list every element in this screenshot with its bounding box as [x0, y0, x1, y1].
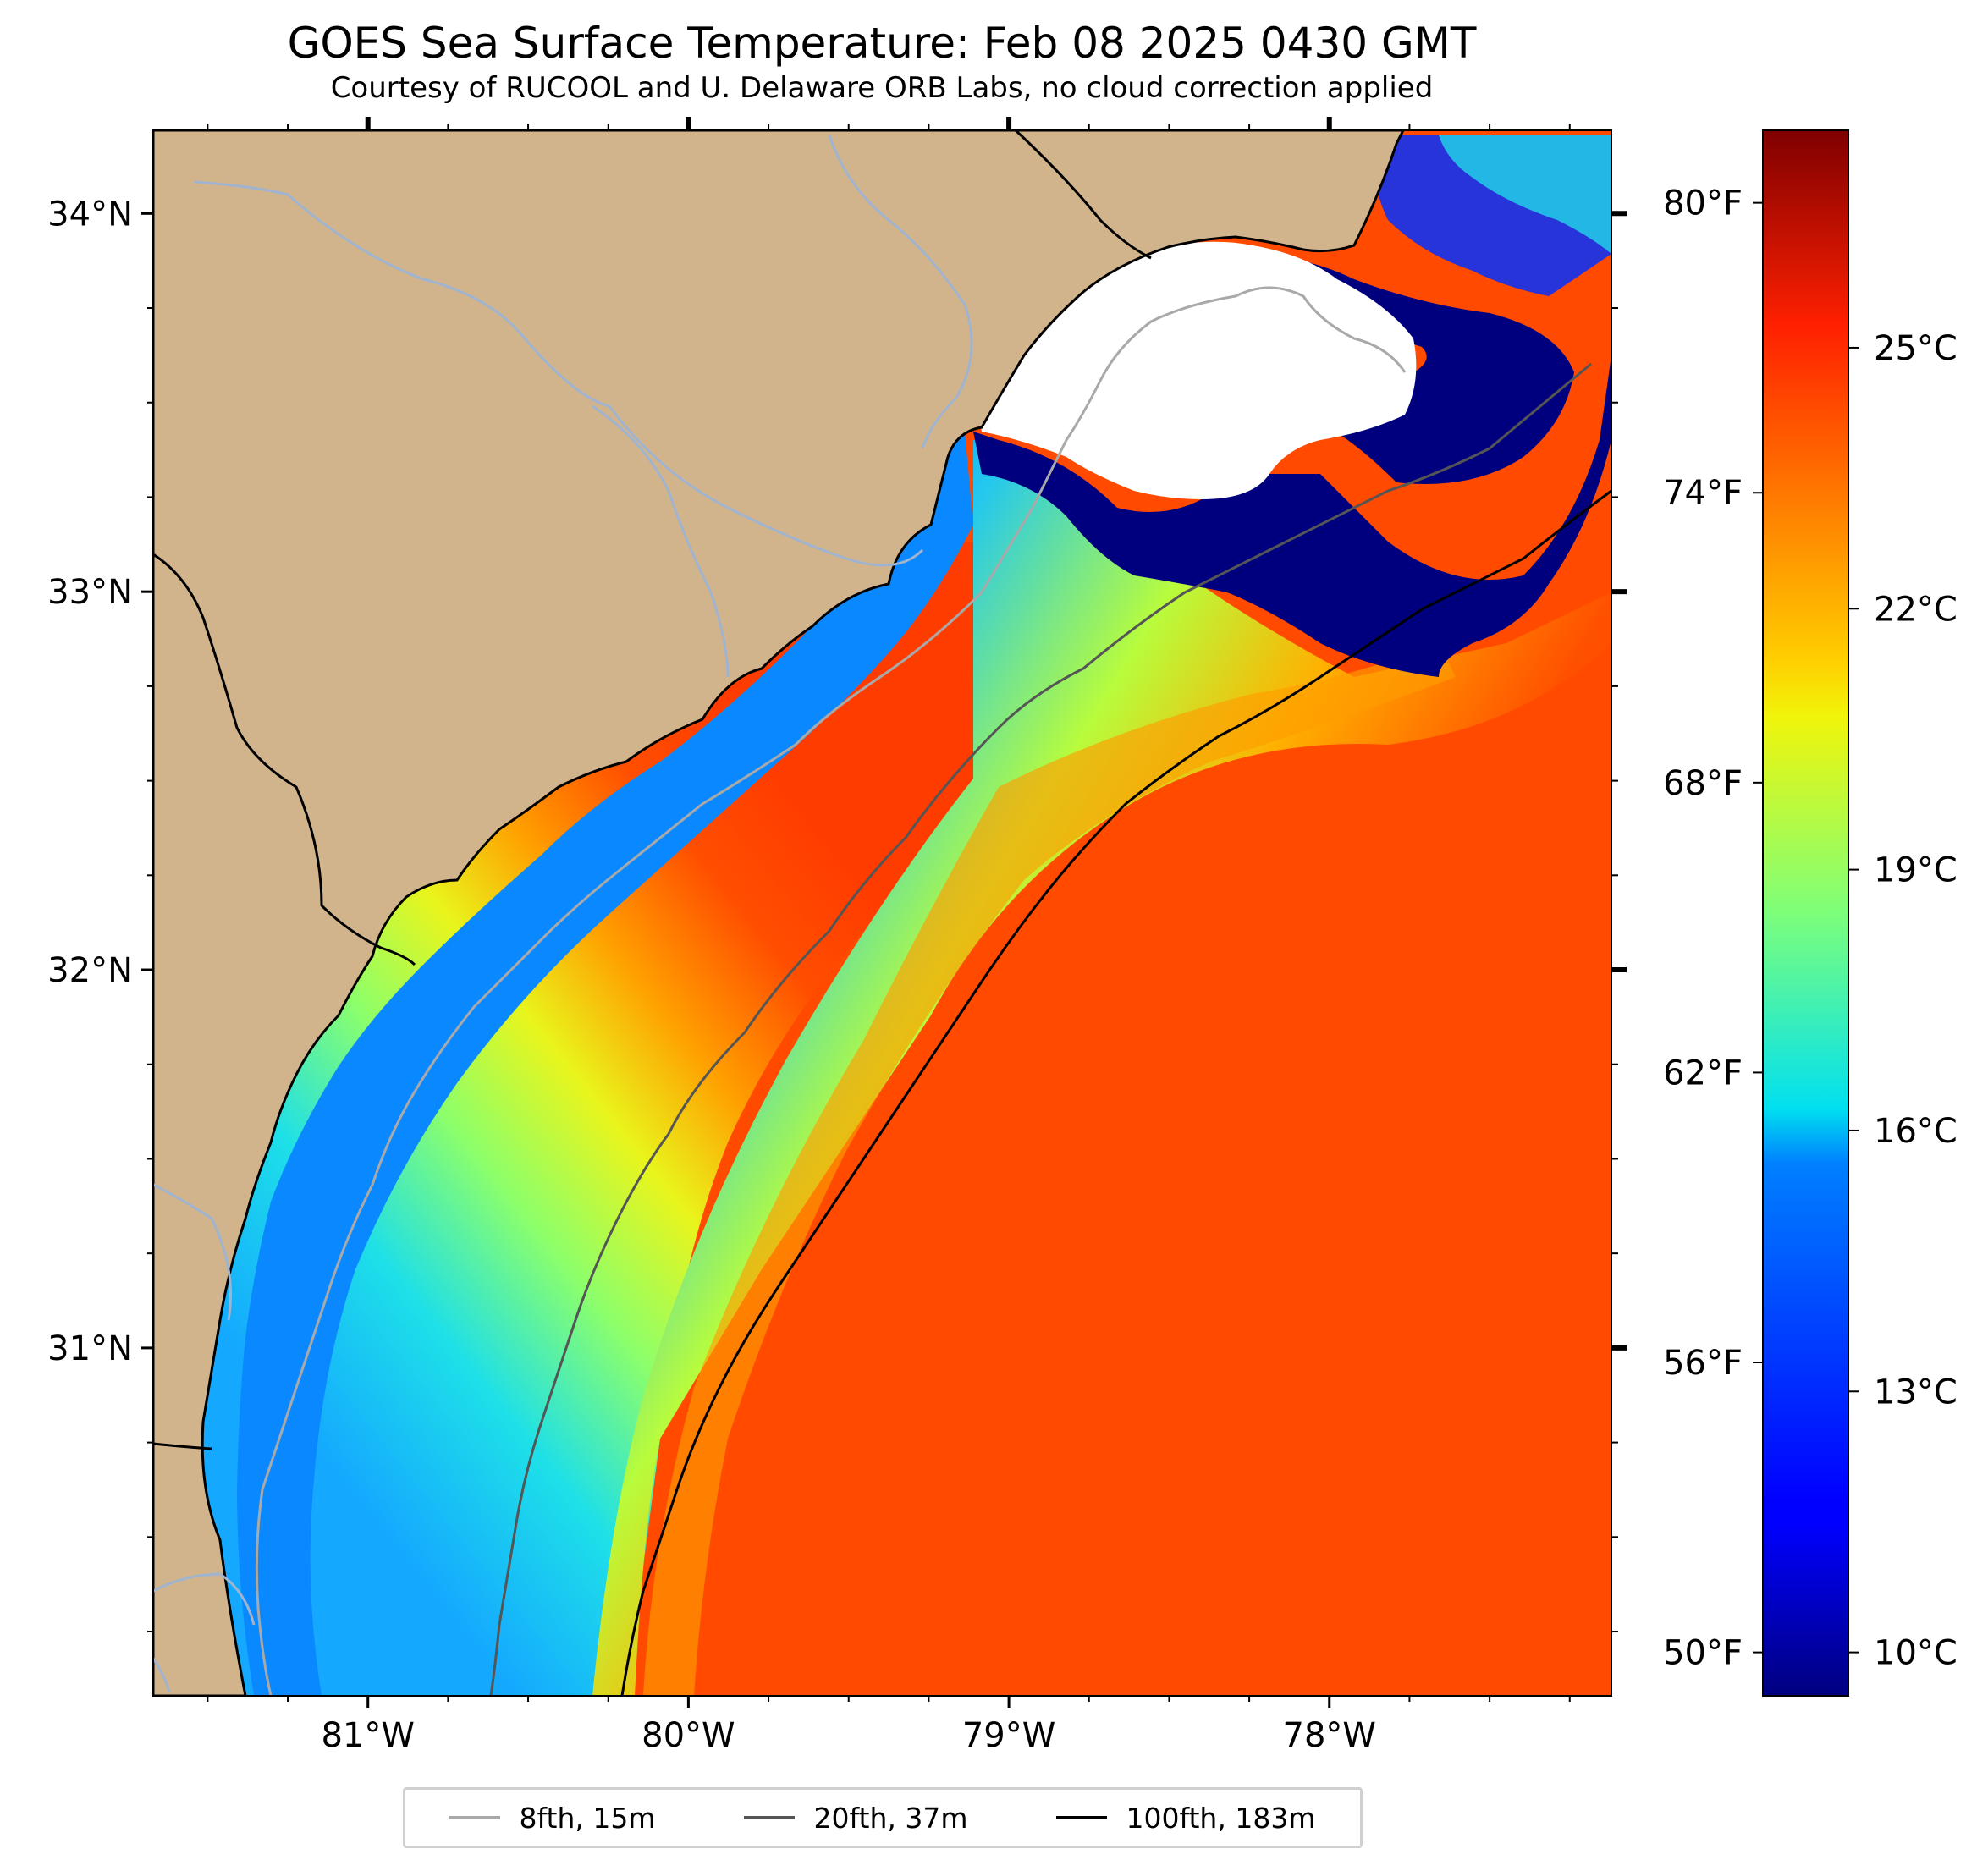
celsius-tick-label: 22°C: [1874, 590, 1958, 629]
minor-ticks: [147, 124, 1618, 1702]
contour-8fth: [255, 286, 1407, 1696]
northeast-cyan-water: [1439, 135, 1611, 254]
lat-tick-label: 33°N: [47, 573, 133, 612]
colorbar-celsius-ticks: 25°C 22°C 19°C 16°C 13°C 10°C: [1848, 329, 1958, 1673]
map-area: [153, 130, 1611, 1696]
celsius-tick-label: 25°C: [1874, 329, 1958, 368]
legend-label-8fth: 8fth, 15m: [519, 1801, 656, 1835]
celsius-tick-label: 13°C: [1874, 1373, 1958, 1412]
fahrenheit-tick-label: 74°F: [1663, 474, 1743, 513]
lon-tick-label: 79°W: [962, 1716, 1055, 1755]
lat-tick-label: 34°N: [47, 195, 133, 234]
lat-tick-label: 32°N: [47, 951, 133, 990]
no-data-region: [979, 241, 1417, 499]
lon-tick-label: 78°W: [1283, 1716, 1376, 1755]
legend-item-100fth: 100fth, 183m: [1056, 1802, 1315, 1835]
fahrenheit-tick-label: 50°F: [1663, 1634, 1743, 1673]
colorbar: 25°C 22°C 19°C 16°C 13°C 10°C 80°F 74°F 68°F 62°…: [1663, 129, 1958, 1697]
contour-100fth: [620, 489, 1611, 1696]
legend-item-8fth: 8fth, 15m: [449, 1801, 656, 1835]
latitude-ticks: 34°N 33°N 32°N 31°N: [47, 195, 1627, 1368]
celsius-tick-label: 16°C: [1874, 1112, 1958, 1151]
colorbar-fahrenheit-ticks: 80°F 74°F 68°F 62°F 56°F 50°F: [1663, 184, 1763, 1673]
map-subtitle: Courtesy of RUCOOL and U. Delaware ORB L…: [331, 71, 1434, 105]
colorbar-gradient: [1762, 129, 1849, 1697]
rivers: [153, 135, 973, 1693]
celsius-tick-label: 19°C: [1874, 851, 1958, 890]
outer-shelf-band: [643, 643, 1456, 1696]
state-borders: [153, 130, 1152, 1450]
longitude-ticks: 81°W 80°W 79°W 78°W: [321, 117, 1376, 1755]
map-frame: [152, 129, 1612, 1697]
lat-tick-label: 31°N: [47, 1329, 133, 1368]
lon-tick-label: 81°W: [321, 1716, 414, 1755]
fahrenheit-tick-label: 68°F: [1663, 764, 1743, 803]
map-title: GOES Sea Surface Temperature: Feb 08 202…: [288, 19, 1477, 68]
land-mass: [153, 130, 1405, 1696]
contour-legend: 8fth, 15m 20fth, 37m 100fth, 183m: [403, 1787, 1363, 1848]
legend-swatch-20fth: [744, 1816, 796, 1819]
legend-swatch-100fth: [1056, 1816, 1108, 1819]
fahrenheit-tick-label: 80°F: [1663, 184, 1743, 223]
shelf-water-north: [592, 440, 1611, 1696]
fahrenheit-tick-label: 62°F: [1663, 1054, 1743, 1092]
lon-tick-label: 80°W: [642, 1716, 735, 1755]
contour-20fth: [489, 362, 1592, 1696]
legend-swatch-8fth: [449, 1816, 501, 1819]
legend-label-20fth: 20fth, 37m: [813, 1801, 968, 1835]
celsius-tick-label: 10°C: [1874, 1634, 1958, 1673]
legend-label-100fth: 100fth, 183m: [1126, 1801, 1316, 1835]
cold-plume-water: [973, 355, 1611, 677]
legend-item-20fth: 20fth, 37m: [744, 1802, 967, 1835]
fahrenheit-tick-label: 56°F: [1663, 1344, 1743, 1383]
